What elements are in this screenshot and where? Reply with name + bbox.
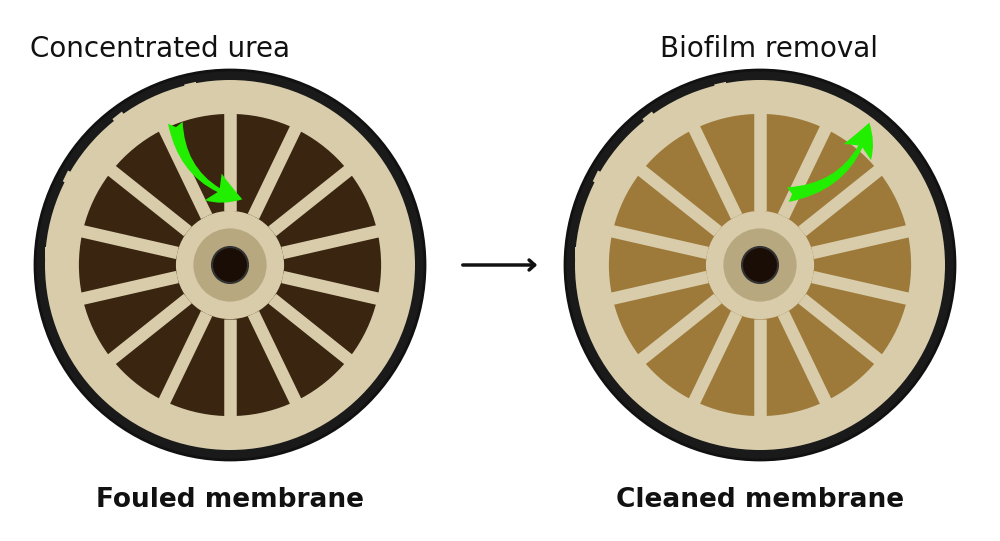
Bar xyxy=(849,390,866,406)
Circle shape xyxy=(192,227,268,303)
Bar xyxy=(374,181,390,197)
Bar xyxy=(791,84,806,99)
Bar xyxy=(779,422,794,436)
Bar xyxy=(58,321,74,337)
Bar xyxy=(921,259,933,271)
Circle shape xyxy=(178,213,282,317)
Circle shape xyxy=(212,247,248,283)
Bar xyxy=(899,332,915,347)
Bar xyxy=(904,181,920,197)
Text: Biofilm removal: Biofilm removal xyxy=(660,35,878,63)
Circle shape xyxy=(35,70,425,460)
Bar xyxy=(172,419,187,433)
Bar xyxy=(633,382,650,399)
Bar xyxy=(63,170,79,187)
Circle shape xyxy=(565,70,955,460)
Bar xyxy=(103,382,120,399)
Circle shape xyxy=(72,107,388,423)
Text: Concentrated urea: Concentrated urea xyxy=(30,35,290,63)
Circle shape xyxy=(45,80,415,450)
Bar xyxy=(45,247,57,259)
Bar xyxy=(391,259,403,271)
Bar xyxy=(642,111,659,128)
Text: Fouled membrane: Fouled membrane xyxy=(96,487,364,513)
Bar xyxy=(714,82,729,96)
Circle shape xyxy=(722,227,798,303)
Bar xyxy=(261,84,276,99)
Circle shape xyxy=(708,213,812,317)
FancyArrowPatch shape xyxy=(168,122,242,203)
Bar xyxy=(319,390,336,406)
Text: Cleaned membrane: Cleaned membrane xyxy=(616,487,904,513)
FancyArrowPatch shape xyxy=(787,123,873,202)
Bar xyxy=(184,82,199,96)
Bar xyxy=(249,422,264,436)
Bar xyxy=(328,119,345,136)
Bar xyxy=(369,332,385,347)
Circle shape xyxy=(575,80,945,450)
Circle shape xyxy=(602,107,918,423)
Bar xyxy=(702,419,717,433)
Bar xyxy=(575,247,587,259)
Bar xyxy=(588,321,604,337)
Circle shape xyxy=(742,247,778,283)
Bar xyxy=(112,111,129,128)
Bar xyxy=(858,119,875,136)
Bar xyxy=(593,170,609,187)
